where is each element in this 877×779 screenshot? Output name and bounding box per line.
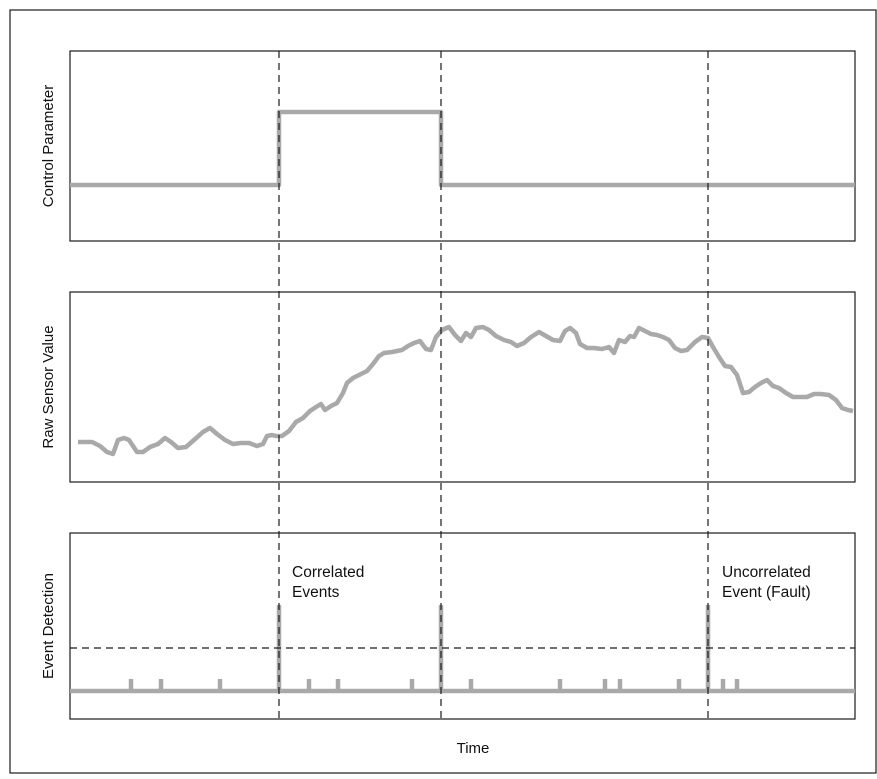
control-parameter-signal	[70, 109, 855, 188]
event-detection-label: Event Detection	[40, 573, 57, 679]
raw-sensor-panel	[69, 291, 856, 483]
raw-sensor-signal	[78, 324, 854, 457]
raw-sensor-value-label: Raw Sensor Value	[40, 325, 57, 448]
correlated-events-label-line1: Correlated	[292, 564, 364, 581]
time-axis-label: Time	[457, 740, 490, 757]
control-parameter-panel	[69, 50, 856, 242]
control-parameter-label: Control Parameter	[40, 85, 57, 208]
uncorrelated-event-label-line2: Event (Fault)	[722, 584, 811, 601]
correlated-events-label-line2: Events	[292, 584, 340, 601]
uncorrelated-event-label-line1: Uncorrelated	[722, 564, 811, 581]
